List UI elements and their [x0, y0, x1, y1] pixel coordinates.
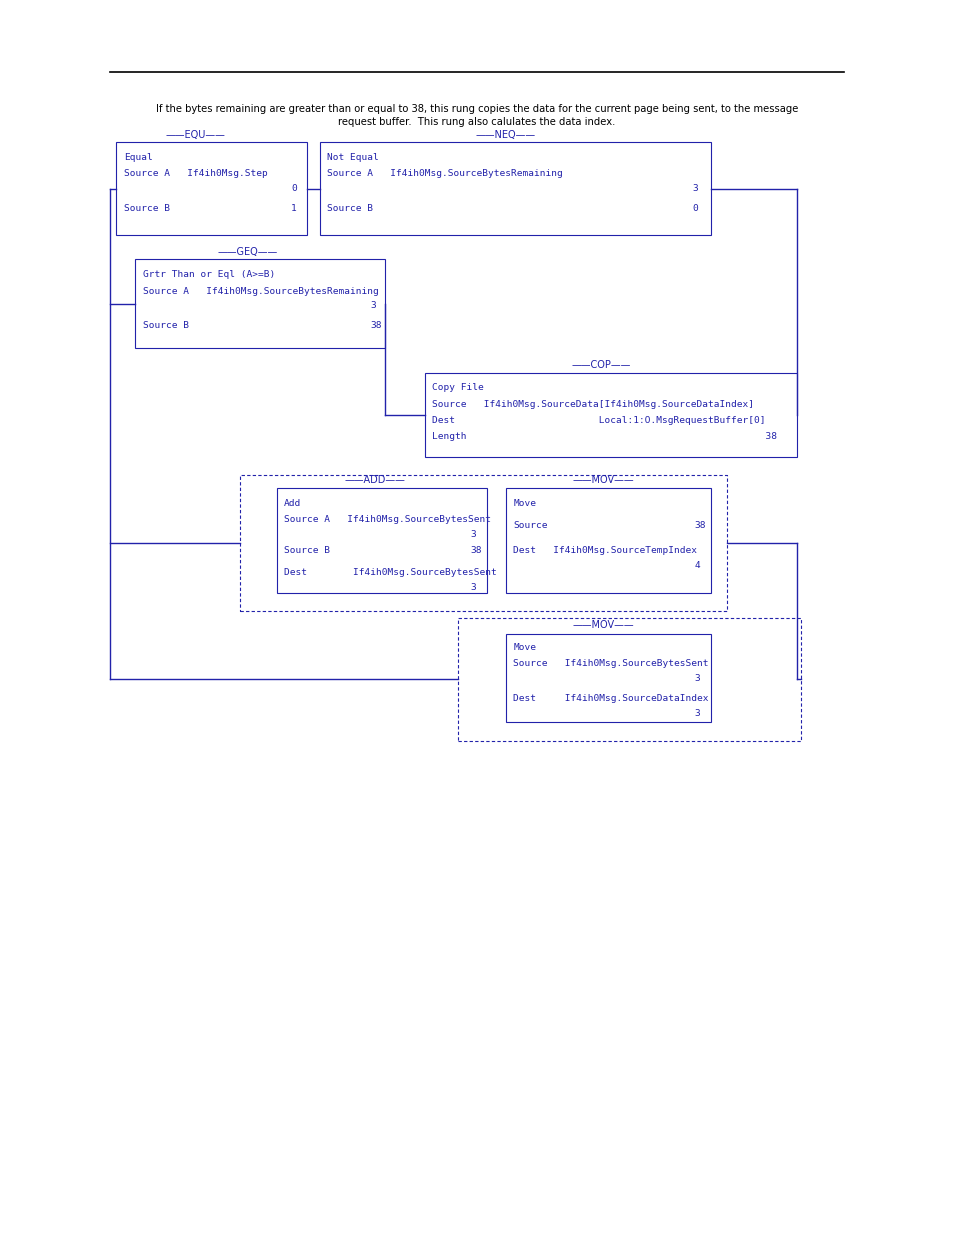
Text: request buffer.  This rung also calulates the data index.: request buffer. This rung also calulates…	[338, 117, 615, 127]
Text: 3: 3	[470, 530, 476, 538]
Text: Source B: Source B	[124, 204, 170, 212]
Text: Grtr Than or Eql (A>=B): Grtr Than or Eql (A>=B)	[143, 270, 275, 279]
Bar	[116, 142, 307, 235]
Text: Source A   If4ih0Msg.SourceBytesSent: Source A If4ih0Msg.SourceBytesSent	[284, 515, 491, 524]
Text: Dest     If4ih0Msg.SourceDataIndex: Dest If4ih0Msg.SourceDataIndex	[513, 694, 708, 703]
Bar	[457, 618, 801, 741]
Text: Source   If4ih0Msg.SourceData[If4ih0Msg.SourceDataIndex]: Source If4ih0Msg.SourceData[If4ih0Msg.So…	[432, 400, 754, 409]
Text: 0: 0	[692, 204, 698, 212]
Text: 3: 3	[694, 709, 700, 718]
Text: Copy File: Copy File	[432, 383, 483, 391]
Text: Source B: Source B	[143, 321, 189, 330]
Text: 38: 38	[370, 321, 381, 330]
Text: ——NEQ——: ——NEQ——	[475, 130, 536, 140]
Text: ——EQU——: ——EQU——	[166, 130, 225, 140]
Text: Move: Move	[513, 499, 536, 508]
Text: Length                                                    38: Length 38	[432, 432, 777, 441]
Text: Not Equal: Not Equal	[327, 153, 378, 162]
Text: ——GEQ——: ——GEQ——	[217, 247, 278, 257]
Text: Move: Move	[513, 643, 536, 652]
Text: Source B: Source B	[284, 546, 330, 555]
Bar	[505, 634, 710, 722]
Text: 38: 38	[694, 521, 705, 530]
Bar	[424, 373, 796, 457]
Text: ——MOV——: ——MOV——	[572, 475, 633, 485]
Bar	[319, 142, 710, 235]
Text: Dest                         Local:1:O.MsgRequestBuffer[0]: Dest Local:1:O.MsgRequestBuffer[0]	[432, 416, 765, 425]
Bar	[505, 488, 710, 593]
Text: Dest        If4ih0Msg.SourceBytesSent: Dest If4ih0Msg.SourceBytesSent	[284, 568, 497, 577]
Bar	[276, 488, 486, 593]
Text: 3: 3	[692, 184, 698, 193]
Bar	[240, 475, 726, 611]
Text: Source A   If4ih0Msg.SourceBytesRemaining: Source A If4ih0Msg.SourceBytesRemaining	[327, 169, 562, 178]
Text: Source A   If4ih0Msg.SourceBytesRemaining: Source A If4ih0Msg.SourceBytesRemaining	[143, 287, 378, 295]
Text: ——ADD——: ——ADD——	[344, 475, 405, 485]
Text: Add: Add	[284, 499, 301, 508]
Text: ——COP——: ——COP——	[571, 361, 630, 370]
Text: Dest   If4ih0Msg.SourceTempIndex: Dest If4ih0Msg.SourceTempIndex	[513, 546, 697, 555]
Text: 1: 1	[291, 204, 296, 212]
Bar	[135, 259, 385, 348]
Text: 4: 4	[694, 561, 700, 569]
Text: 3: 3	[694, 674, 700, 683]
Text: Source B: Source B	[327, 204, 373, 212]
Text: Equal: Equal	[124, 153, 152, 162]
Text: ——MOV——: ——MOV——	[572, 620, 633, 630]
Text: Source A   If4ih0Msg.Step: Source A If4ih0Msg.Step	[124, 169, 268, 178]
Text: 3: 3	[370, 301, 375, 310]
Text: Source: Source	[513, 521, 547, 530]
Text: Source   If4ih0Msg.SourceBytesSent: Source If4ih0Msg.SourceBytesSent	[513, 659, 708, 668]
Text: If the bytes remaining are greater than or equal to 38, this rung copies the dat: If the bytes remaining are greater than …	[155, 104, 798, 114]
Text: 0: 0	[291, 184, 296, 193]
Text: 3: 3	[470, 583, 476, 592]
Text: 38: 38	[470, 546, 481, 555]
